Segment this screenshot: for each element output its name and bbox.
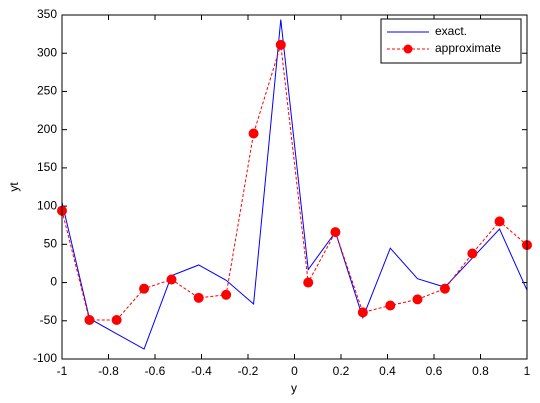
y-tick-label: -50 [40,313,58,327]
y-tick-label: 300 [37,45,57,59]
y-tick-label: 250 [37,84,57,98]
x-tick-label: 0.2 [333,364,350,378]
data-point [166,274,177,285]
x-tick-label: 0.6 [426,364,443,378]
data-point [494,216,505,227]
data-point [248,128,259,139]
x-tick-label: -1 [57,364,68,378]
legend: exact. approximate [380,18,522,64]
x-tick-label: -0.2 [238,364,259,378]
data-point [275,39,286,50]
x-axis-label: y [291,381,297,395]
plot-area [62,15,527,359]
x-tick-label: 0.4 [379,364,396,378]
data-point [330,227,341,238]
x-tick-label: 0.8 [472,364,489,378]
axes-box [61,14,528,360]
legend-marker [403,44,413,54]
y-tick-label: -100 [33,351,57,365]
y-tick-label: 150 [37,160,57,174]
data-point [385,300,396,311]
y-tick-label: 200 [37,122,57,136]
x-tick-label: -0.6 [145,364,166,378]
data-point [221,289,232,300]
data-point [467,248,478,259]
series-line [61,44,528,321]
x-tick-label: -0.4 [191,364,212,378]
y-axis-label: yt [7,182,21,192]
legend-box [380,18,522,64]
x-tick-label: -0.8 [98,364,119,378]
x-tick-label: 1 [524,364,531,378]
data-point [439,283,450,294]
data-point [303,277,314,288]
y-tick-label: 0 [50,275,57,289]
y-tick-label: 350 [37,7,57,21]
data-point [357,307,368,318]
data-point [111,315,122,326]
data-point [412,294,423,305]
x-tick-label: 0 [291,364,298,378]
y-tick-label: 50 [44,237,58,251]
data-point [139,283,150,294]
legend-label: approximate [435,41,501,55]
y-tick-label: 100 [37,198,57,212]
data-point [193,292,204,303]
legend-label: exact. [435,24,467,38]
data-point [84,315,95,326]
